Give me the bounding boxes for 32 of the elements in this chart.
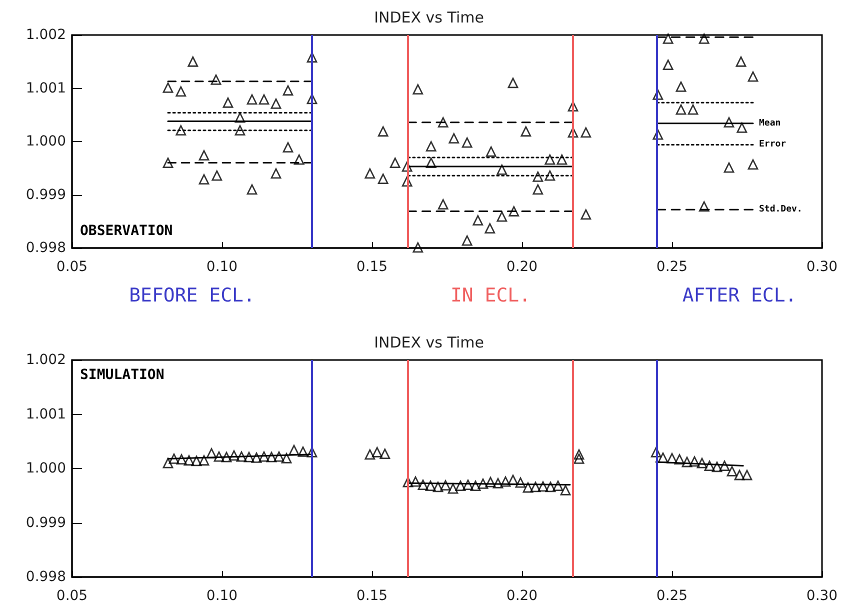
x-tick-label: 0.05 — [56, 259, 88, 275]
y-tick-label: 1.000 — [26, 134, 66, 150]
annotation: Std.Dev. — [759, 204, 802, 215]
text: BEFORE ECL. — [129, 284, 255, 306]
x-tick-label: 0.30 — [806, 588, 838, 604]
annotation: Mean — [759, 118, 781, 128]
y-tick-label: 1.001 — [26, 80, 66, 96]
x-tick-label: 0.10 — [206, 259, 238, 275]
y-tick-label: 0.998 — [26, 569, 66, 585]
chart-title: INDEX vs Time — [374, 334, 484, 352]
text: IN ECL. — [450, 284, 531, 306]
x-tick-label: 0.15 — [356, 259, 388, 275]
y-tick-label: 1.002 — [26, 27, 66, 43]
annotation: Error — [759, 140, 787, 150]
x-tick-label: 0.25 — [656, 259, 688, 275]
y-tick-label: 0.999 — [26, 186, 66, 203]
x-tick-label: 0.15 — [356, 588, 388, 604]
x-tick-label: 0.30 — [806, 259, 838, 275]
text: AFTER ECL. — [682, 284, 797, 306]
x-tick-label: 0.05 — [56, 588, 88, 604]
x-tick-label: 0.20 — [506, 588, 538, 604]
y-tick-label: 1.001 — [26, 406, 66, 422]
annotation: OBSERVATION — [80, 223, 173, 239]
annotation: SIMULATION — [80, 367, 164, 383]
x-tick-label: 0.10 — [206, 588, 238, 604]
y-tick-label: 0.998 — [26, 240, 66, 256]
x-tick-label: 0.20 — [506, 259, 538, 275]
y-tick-label: 0.999 — [26, 514, 66, 531]
y-tick-label: 1.002 — [26, 352, 66, 368]
chart-title: INDEX vs Time — [374, 8, 484, 26]
x-tick-label: 0.25 — [656, 588, 688, 604]
y-tick-label: 1.000 — [26, 460, 66, 476]
